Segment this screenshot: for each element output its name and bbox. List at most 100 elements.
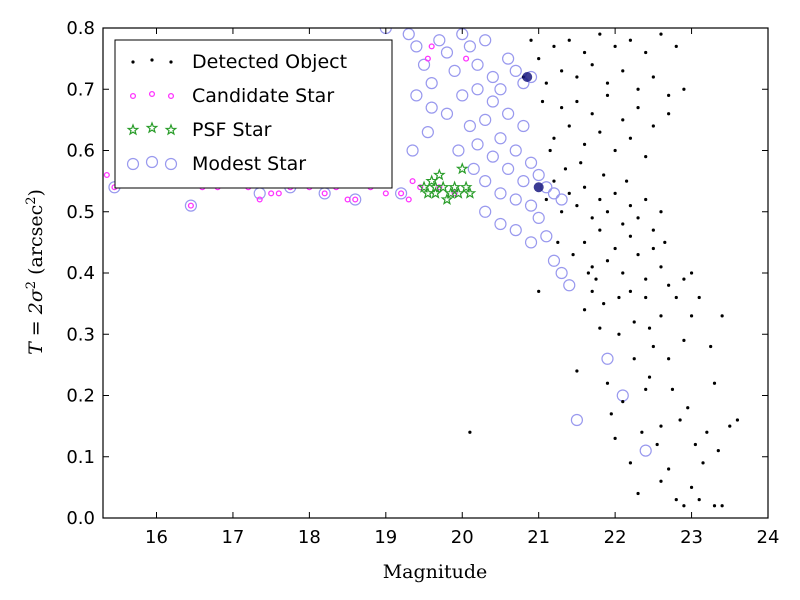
data-point [644,277,648,281]
data-point [720,504,724,508]
legend-marker [131,60,135,64]
data-point [728,424,732,428]
data-point [456,89,469,102]
data-point [552,136,556,140]
data-point [187,202,194,209]
data-point [613,148,617,153]
data-point [463,119,476,133]
series-psf-star [417,162,477,205]
x-tick-label: 20 [451,527,474,548]
data-point [628,204,633,208]
data-point [609,412,613,416]
data-point [575,75,579,79]
data-point [537,289,541,293]
data-point [602,173,606,177]
x-tick-label: 18 [298,527,321,548]
y-tick-label: 0.5 [66,202,95,223]
data-point [502,52,515,65]
data-point [613,44,617,48]
data-point [582,142,587,146]
data-point [471,58,484,71]
data-point [532,211,545,224]
data-point [544,81,548,85]
data-point [524,236,538,249]
data-point [659,424,663,428]
data-point [479,205,492,218]
x-tick-label: 24 [757,527,780,548]
data-point [651,246,655,251]
data-point [667,112,671,116]
legend: Detected Object Candidate Star PSF Star … [114,39,393,189]
data-point [417,58,431,71]
data-point [502,162,515,175]
data-point [486,150,499,163]
data-point [582,185,587,189]
data-point [663,240,667,244]
y-tick-label: 0.6 [66,141,95,162]
data-point [425,101,438,114]
data-point [586,271,590,275]
data-point [617,295,621,300]
data-point [647,375,652,379]
y-tick-label: 0.8 [66,18,95,39]
y-tick-label: 0.7 [66,79,95,100]
data-point [417,180,431,193]
data-point [636,253,640,257]
data-point [555,266,568,280]
data-point [659,265,663,269]
data-point [486,70,499,84]
data-point [275,190,282,197]
data-point [560,210,564,214]
data-point [639,444,652,457]
data-point [651,344,655,349]
data-point [712,381,717,385]
data-point [682,338,686,342]
x-tick-label: 16 [145,527,168,548]
data-point [705,430,709,434]
data-point [575,204,579,208]
data-point [529,38,533,42]
legend-box [114,39,393,189]
data-point [651,228,655,232]
data-point [605,259,610,263]
data-point [479,175,492,188]
data-point [352,196,359,203]
x-axis-label: Magnitude [383,561,488,583]
data-point [644,197,648,202]
data-point [686,406,690,410]
data-point [471,138,484,151]
data-point [667,357,671,361]
data-point [184,199,198,212]
data-point [555,193,568,206]
data-point [632,320,636,324]
data-point [628,461,633,465]
data-point [468,430,472,434]
legend-marker [145,155,159,169]
data-point [598,32,602,36]
data-point [524,199,538,212]
y-axis-label-unit-superscript: 2 [24,196,39,204]
legend-label-detected-object: Detected Object [192,51,347,73]
data-point [560,106,564,110]
data-point [432,168,446,181]
data-point [613,191,617,195]
data-point [440,192,454,205]
data-point [651,124,655,128]
data-point [590,289,594,293]
data-point [621,271,625,275]
data-point [410,89,423,102]
legend-label-psf-star: PSF Star [192,119,272,141]
data-point [459,180,473,193]
data-point [563,167,568,171]
data-point [425,174,439,187]
data-point [598,130,602,134]
data-point [667,283,671,287]
data-point [452,186,465,199]
data-point [509,193,522,206]
data-point [674,498,678,502]
legend-marker-detected-object [131,58,173,64]
data-point [582,240,587,244]
data-point [605,81,610,85]
series-detected-object [468,32,740,508]
